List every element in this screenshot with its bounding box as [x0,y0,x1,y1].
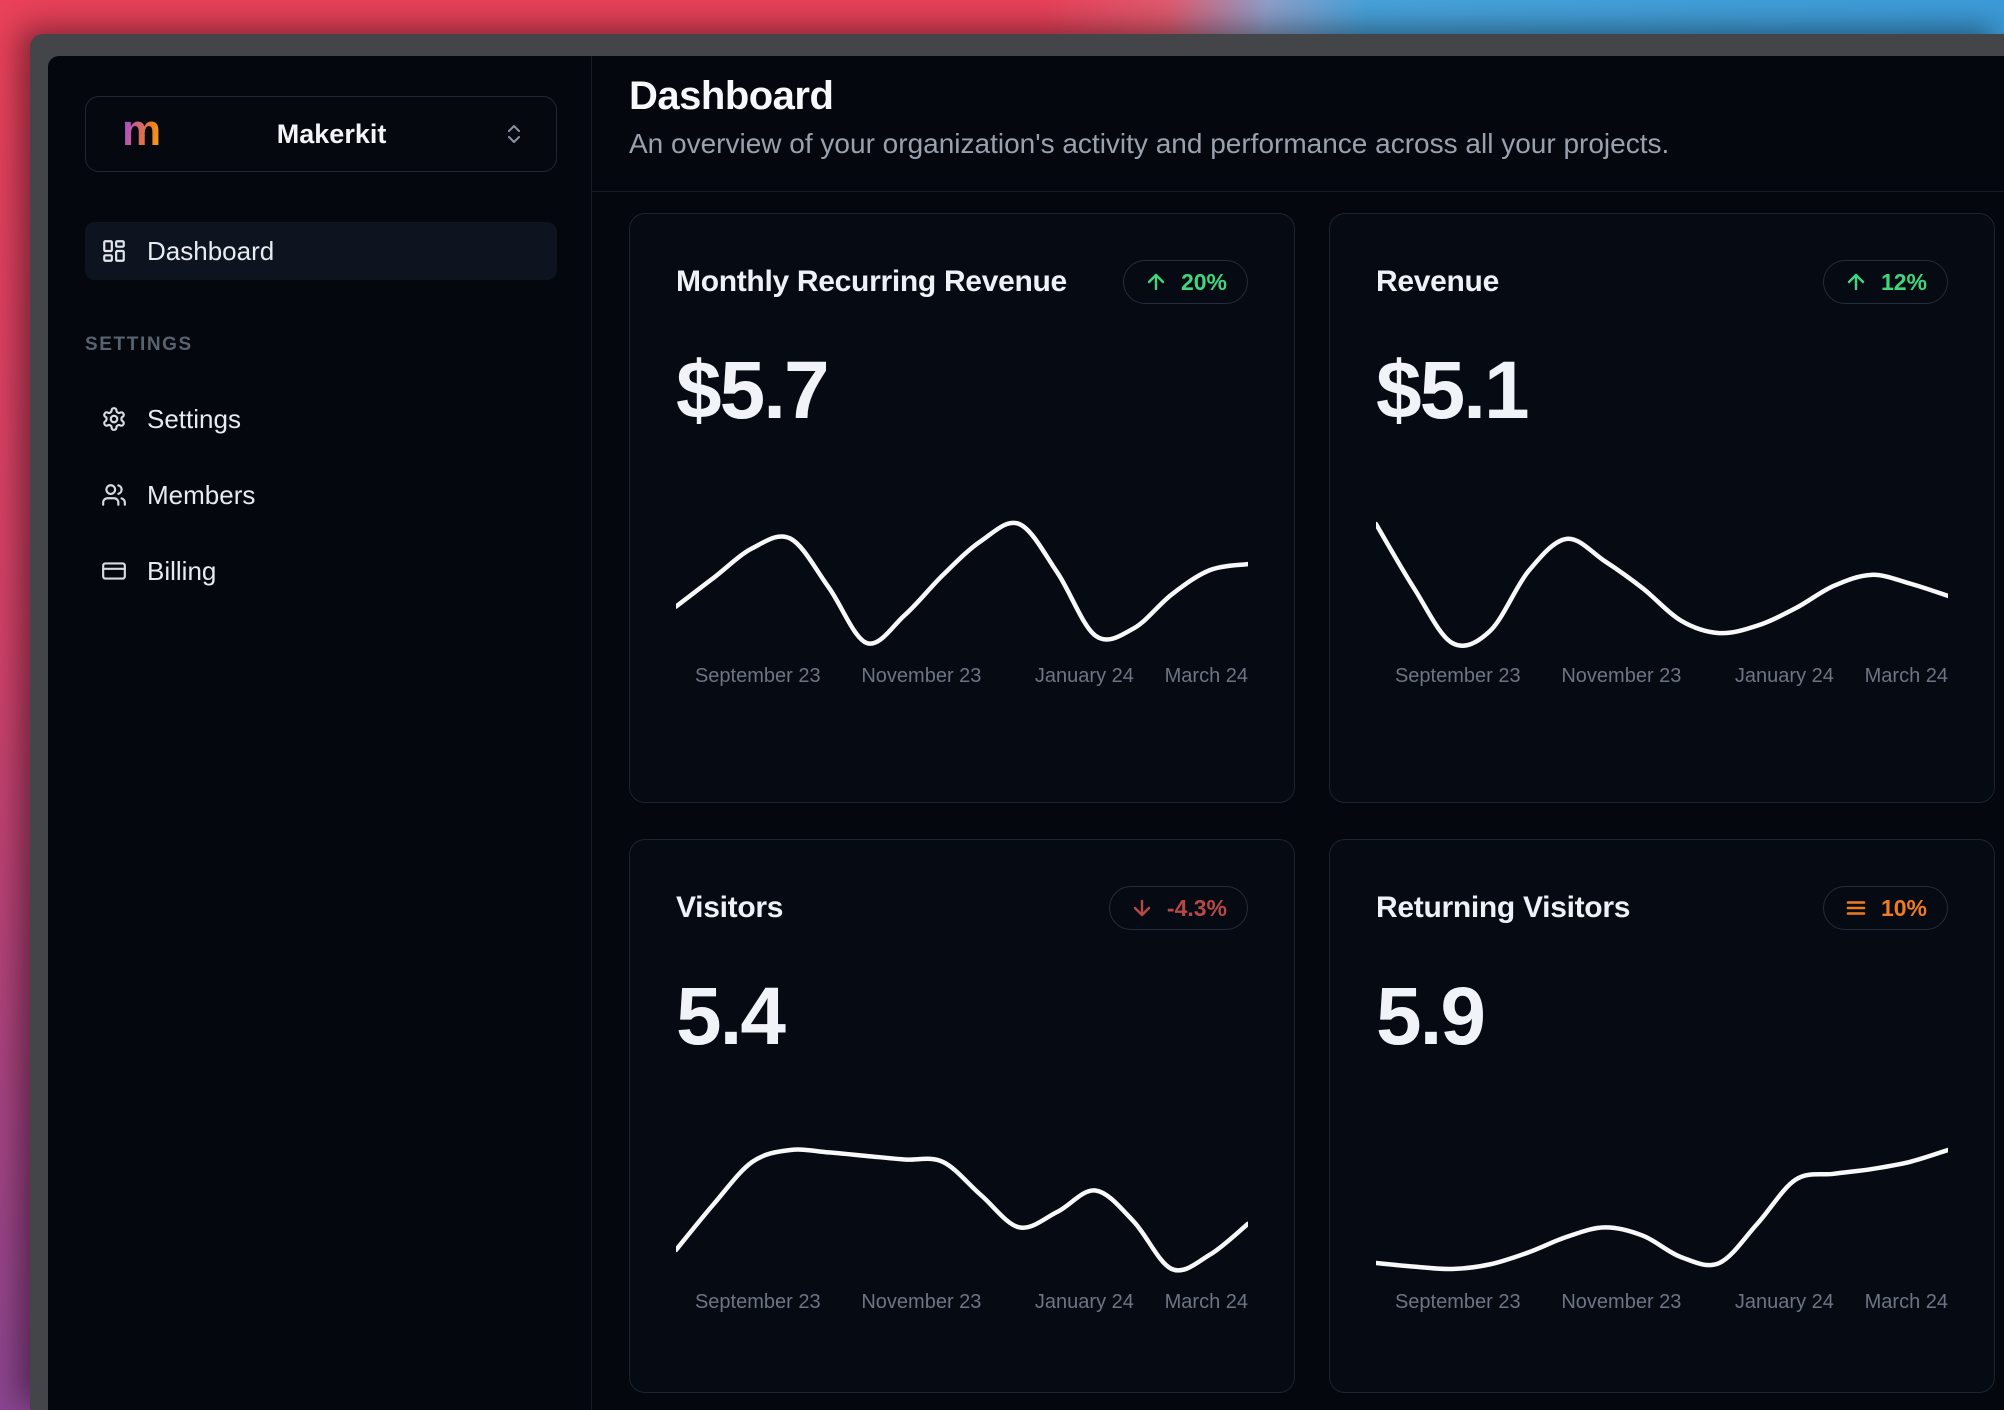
x-axis-label: November 23 [1561,665,1682,687]
x-axis-label: January 24 [1734,1291,1834,1313]
users-icon [101,482,127,508]
sparkline-chart [676,1147,1248,1273]
sidebar-nav: Dashboard SETTINGS Settings Membe [85,222,557,600]
page-title: Dashboard [629,74,834,118]
card-title: Monthly Recurring Revenue [676,265,1067,298]
x-axis-label: September 23 [1394,665,1521,687]
x-axis-label: September 23 [1394,1291,1521,1313]
chevrons-up-down-icon [502,122,526,146]
metric-value: $5.1 [1376,345,1530,436]
sidebar-item-billing[interactable]: Billing [85,542,557,600]
metric-card-returning-visitors: Returning Visitors 10% 5.9 September 23 [1329,839,1995,1393]
app-window: m Makerkit Dashboard SETTINGS [30,34,2004,1410]
x-axis: September 23 November 23 January 24 Marc… [1376,665,1948,691]
nav-item-label: Members [147,479,256,510]
trend-badge: -4.3% [1108,886,1248,930]
nav-item-label: Billing [147,555,217,586]
sparkline-chart [1376,1147,1948,1272]
metric-card-visitors: Visitors -4.3% 5.4 September 23 [629,839,1295,1393]
card-header: Monthly Recurring Revenue 20% [676,260,1248,304]
trend-value: 12% [1880,268,1927,295]
sparkline-chart [1376,521,1948,648]
credit-card-icon [101,558,127,584]
metric-card-revenue: Revenue 12% $5.1 September 23 [1329,213,1995,803]
cards-grid: Monthly Recurring Revenue 20% $5.7 Septe… [592,192,2004,1393]
card-title: Revenue [1376,265,1499,298]
x-axis-label: March 24 [1864,665,1948,687]
card-header: Visitors -4.3% [676,886,1248,930]
main-content: Dashboard An overview of your organizati… [592,56,2004,1410]
arrow-down-icon [1130,896,1154,920]
gear-icon [101,406,127,432]
trend-value: -4.3% [1166,894,1227,921]
arrow-up-icon [1844,270,1868,294]
page-subtitle: An overview of your organization's activ… [629,128,1670,159]
sparkline-chart [676,520,1248,646]
x-axis-label: January 24 [1034,1291,1134,1313]
metric-value: $5.7 [676,345,830,436]
arrow-up-icon [1144,270,1168,294]
x-axis-label: March 24 [1164,1291,1248,1313]
workspace-selector[interactable]: m Makerkit [85,96,557,172]
chart-container: September 23 November 23 January 24 Marc… [676,516,1248,691]
makerkit-logo: m [122,106,162,155]
x-axis-label: September 23 [694,665,821,687]
sidebar-item-members[interactable]: Members [85,466,557,524]
workspace-name: Makerkit [276,118,387,149]
x-axis: September 23 November 23 January 24 Marc… [676,665,1248,691]
menu-icon [1844,896,1868,920]
x-axis-label: November 23 [1561,1291,1682,1313]
trend-badge: 10% [1822,886,1948,930]
app-content: m Makerkit Dashboard SETTINGS [48,56,2004,1410]
x-axis-label: November 23 [861,665,982,687]
nav-item-label: Dashboard [147,235,275,266]
layout-dashboard-icon [101,238,127,264]
page-header: Dashboard An overview of your organizati… [592,56,2004,192]
metric-value: 5.4 [676,971,786,1062]
metric-card-mrr: Monthly Recurring Revenue 20% $5.7 Septe… [629,213,1295,803]
trend-value: 20% [1180,268,1227,295]
sidebar: m Makerkit Dashboard SETTINGS [48,56,592,1410]
x-axis-label: September 23 [694,1291,821,1313]
chart-container: September 23 November 23 January 24 Marc… [676,1142,1248,1317]
trend-badge: 12% [1822,260,1948,304]
x-axis: September 23 November 23 January 24 Marc… [676,1291,1248,1317]
x-axis-label: November 23 [861,1291,982,1313]
x-axis-label: January 24 [1734,665,1834,687]
x-axis-label: January 24 [1034,665,1134,687]
card-title: Returning Visitors [1376,891,1631,924]
trend-badge: 20% [1122,260,1248,304]
x-axis-label: March 24 [1164,665,1248,687]
chart-container: September 23 November 23 January 24 Marc… [1376,516,1948,691]
nav-item-label: Settings [147,403,241,434]
metric-value: 5.9 [1376,971,1486,1062]
card-title: Visitors [676,891,784,924]
trend-value: 10% [1880,894,1927,921]
chart-container: September 23 November 23 January 24 Marc… [1376,1142,1948,1317]
sidebar-item-settings[interactable]: Settings [85,390,557,448]
x-axis-label: March 24 [1864,1291,1948,1313]
card-header: Revenue 12% [1376,260,1948,304]
sidebar-item-dashboard[interactable]: Dashboard [85,222,557,280]
x-axis: September 23 November 23 January 24 Marc… [1376,1291,1948,1317]
card-header: Returning Visitors 10% [1376,886,1948,930]
settings-section-label: SETTINGS [85,334,193,355]
settings-nav-group: Settings Members Billing [85,390,557,600]
